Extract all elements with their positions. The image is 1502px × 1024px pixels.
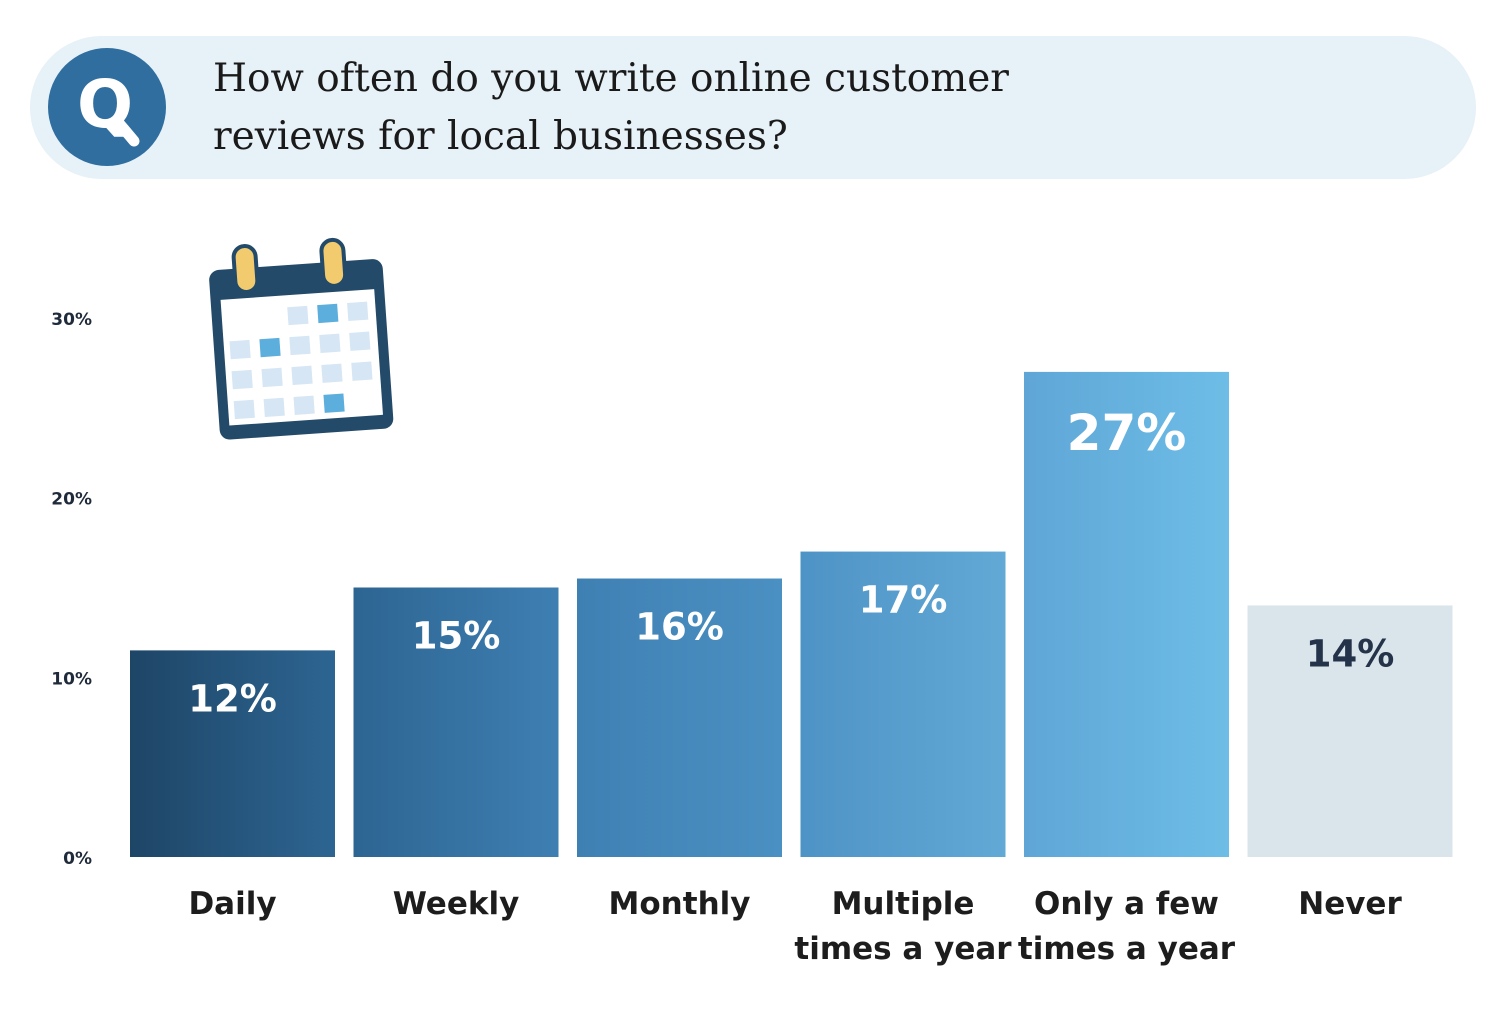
calendar-icon [209,237,394,440]
bar [577,578,782,857]
x-category-label: times a year [1018,931,1236,967]
bar [353,587,559,857]
y-tick-label: 10% [51,669,92,689]
x-category-label: Only a few [1034,886,1219,922]
x-category-label: Weekly [393,886,520,922]
bar-value-label: 27% [1067,404,1187,462]
bar [800,551,1006,857]
bar-value-label: 17% [859,579,948,622]
question-line-1: How often do you write online customer [213,56,1009,101]
question-banner [30,36,1476,179]
bar-value-label: 15% [412,615,501,658]
x-category-label: Daily [188,886,276,922]
q-badge-icon: Q [48,48,166,166]
bar [1247,605,1453,857]
x-category-label: Never [1298,886,1402,922]
x-category-label: times a year [794,931,1012,967]
x-category-label: Monthly [609,886,751,922]
bar-value-label: 16% [635,606,724,649]
y-tick-label: 20% [51,490,92,510]
y-tick-label: 0% [63,849,92,869]
bar-value-label: 12% [188,677,277,720]
x-category-label: Multiple [832,886,975,922]
bar [130,650,335,857]
question-title: How often do you write online customer r… [213,50,1213,166]
bar-value-label: 14% [1306,632,1395,675]
question-line-2: reviews for local businesses? [213,114,788,159]
bar [1024,371,1229,857]
y-tick-label: 30% [51,310,92,330]
